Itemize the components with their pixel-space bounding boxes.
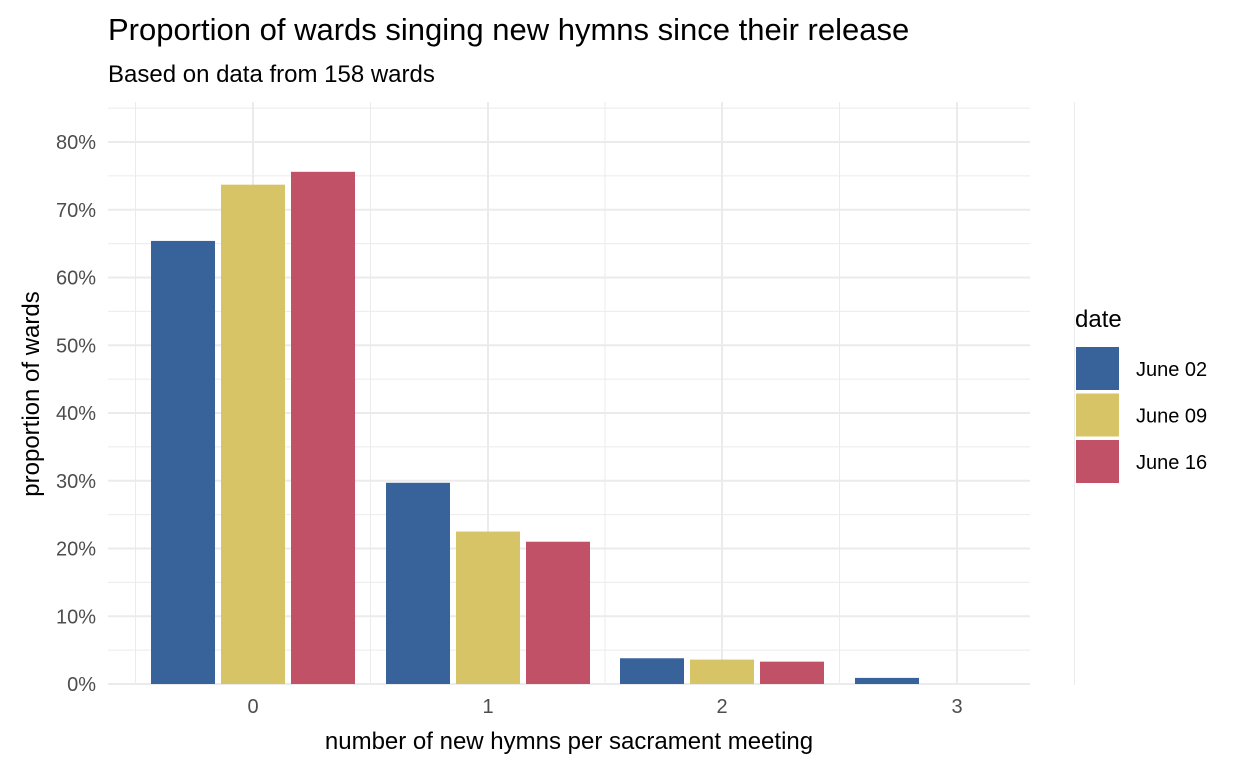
bar-june-09-2 [690,659,754,684]
legend-key-june-02 [1076,347,1119,390]
legend: date June 02 June 09 June 16 [1075,306,1207,483]
bar-june-02-1 [386,482,450,684]
y-axis-tick-labels: 0% 10% 20% 30% 40% 50% 60% 70% 80% [56,132,96,696]
y-tick-label: 20% [56,539,96,561]
bar-june-02-3 [855,677,919,684]
bars [151,171,919,685]
legend-key-june-09 [1076,393,1119,437]
bar-june-09-1 [456,531,520,684]
bar-june-09-0 [221,184,285,684]
legend-label: June 02 [1136,359,1207,381]
y-tick-label: 40% [56,403,96,425]
x-tick-label: 3 [951,696,962,718]
x-axis-tick-labels: 0 1 2 3 [247,696,962,718]
x-tick-label: 0 [247,696,258,718]
y-tick-label: 30% [56,471,96,493]
bar-june-02-2 [620,658,684,684]
y-tick-label: 50% [56,335,96,357]
bar-june-16-1 [526,541,590,684]
bar-june-02-0 [151,240,215,685]
y-tick-label: 80% [56,132,96,154]
x-tick-label: 1 [482,696,493,718]
y-tick-label: 70% [56,200,96,222]
x-axis-title: number of new hymns per sacrament meetin… [325,728,813,755]
chart-title: Proportion of wards singing new hymns si… [108,12,909,47]
y-tick-label: 0% [67,674,96,696]
legend-key-june-16 [1076,440,1119,483]
legend-title: date [1075,306,1122,333]
bar-june-16-0 [291,171,355,684]
chart-subtitle: Based on data from 158 wards [108,61,435,88]
x-tick-label: 2 [716,696,727,718]
legend-label: June 16 [1136,452,1207,474]
y-tick-label: 60% [56,268,96,290]
y-axis-title: proportion of wards [18,291,45,496]
bar-june-16-2 [760,661,824,684]
y-tick-label: 10% [56,606,96,628]
legend-label: June 09 [1136,406,1207,428]
